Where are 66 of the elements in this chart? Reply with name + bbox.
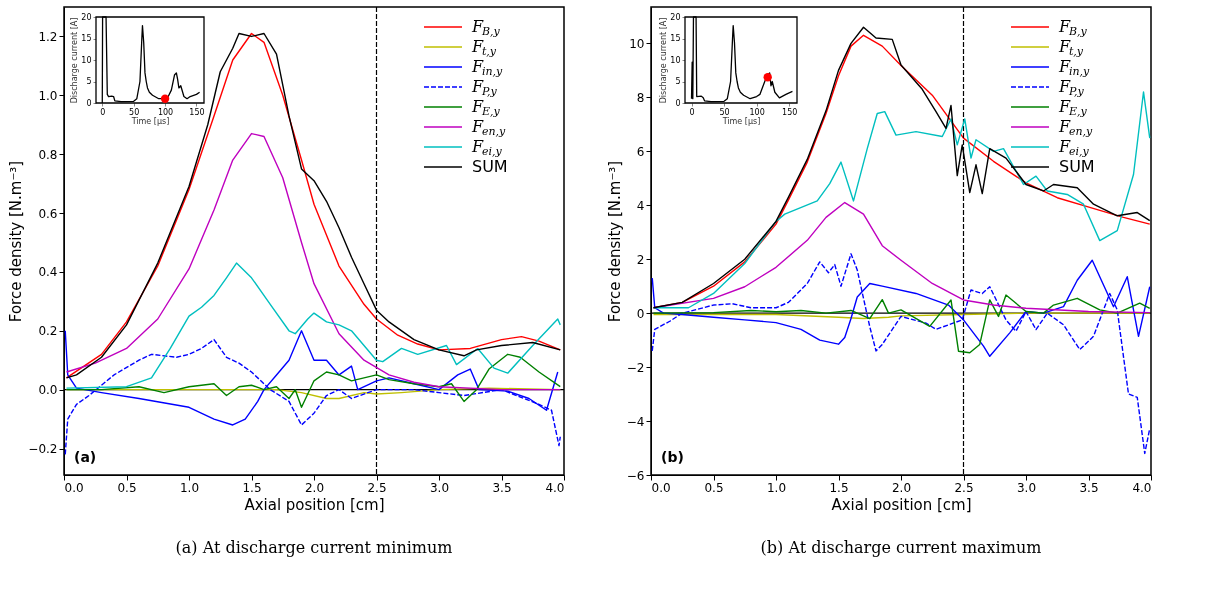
y-tick-label: 1.2	[38, 29, 58, 44]
x-tick-label: 2.0	[304, 480, 325, 495]
y-axis-title: Discharge current [A]	[70, 17, 80, 104]
x-tick-label: 3.5	[492, 480, 512, 495]
x-tick-label: 0.5	[117, 480, 137, 495]
x-tick-label: 1.0	[766, 480, 787, 495]
y-tick-label: −4	[626, 414, 645, 429]
x-tick-label: 50	[719, 107, 730, 117]
y-tick-label: 0.6	[38, 206, 58, 221]
x-tick-label: 2.5	[954, 480, 974, 495]
y-tick-label: 20	[670, 12, 681, 22]
y-axis-title: Force density [N.m⁻³]	[605, 160, 624, 323]
x-tick-label: 0	[100, 107, 106, 117]
y-tick-label: 15	[670, 34, 681, 43]
x-axis-title: Time [μs]	[130, 116, 170, 126]
y-tick-label: 4	[636, 198, 645, 213]
x-tick-label: 2.0	[891, 480, 912, 495]
y-tick-label: 15	[81, 34, 92, 43]
y-tick-label: 0.4	[38, 265, 58, 280]
x-tick-label: 0.0	[651, 480, 671, 495]
x-tick-label: 1.0	[179, 480, 200, 495]
x-tick-label: 2.5	[367, 480, 387, 495]
y-tick-label: 20	[81, 12, 92, 22]
y-tick-label: 8	[636, 90, 645, 105]
x-tick-label: 3.0	[1016, 480, 1037, 495]
annotation: (a)	[74, 449, 97, 465]
y-tick-label: −2	[626, 360, 645, 375]
y-tick-label: −6	[626, 468, 645, 483]
x-tick-label: 50	[129, 107, 140, 117]
y-tick-label: 5	[675, 77, 681, 86]
y-tick-label: 10	[670, 55, 681, 65]
y-tick-label: 6	[636, 144, 645, 159]
y-tick-label: 10	[629, 36, 645, 51]
x-tick-label: 4.0	[1132, 480, 1152, 495]
y-tick-label: 0.8	[38, 147, 58, 162]
x-tick-label: 100	[749, 107, 765, 117]
x-axis-title: Axial position [cm]	[244, 495, 385, 514]
x-axis-title: Axial position [cm]	[831, 495, 972, 514]
legend-label: SUM	[1059, 157, 1095, 176]
x-tick-label: 100	[157, 107, 174, 117]
y-axis-title: Discharge current [A]	[659, 17, 669, 104]
y-tick-label: 2	[636, 252, 645, 267]
y-tick-label: 0.0	[38, 383, 58, 398]
x-tick-label: 0.5	[704, 480, 724, 495]
y-tick-label: 0	[636, 306, 645, 321]
annotation: (b)	[661, 449, 684, 465]
y-tick-label: −0.2	[28, 442, 58, 457]
x-tick-label: 150	[189, 107, 205, 117]
y-tick-label: 0.2	[38, 324, 58, 339]
y-tick-label: 10	[81, 55, 92, 65]
x-tick-label: 1.5	[242, 480, 262, 495]
x-tick-label: 1.5	[829, 480, 849, 495]
x-tick-label: 3.5	[1079, 480, 1099, 495]
legend-label: SUM	[472, 157, 508, 176]
x-tick-label: 150	[782, 107, 798, 117]
x-tick-label: 3.0	[429, 480, 450, 495]
x-tick-label: 0	[689, 107, 695, 117]
y-tick-label: 5	[86, 77, 92, 86]
text: (b) At discharge current maximum	[760, 538, 1042, 557]
y-tick-label: 1.0	[38, 88, 58, 103]
y-tick-label: 0	[675, 98, 681, 108]
text: (a) At discharge current minimum	[175, 538, 453, 557]
y-tick-label: 0	[86, 98, 92, 108]
y-axis-title: Force density [N.m⁻³]	[7, 160, 26, 323]
x-axis-title: Time [μs]	[721, 116, 761, 126]
x-tick-label: 4.0	[545, 480, 565, 495]
